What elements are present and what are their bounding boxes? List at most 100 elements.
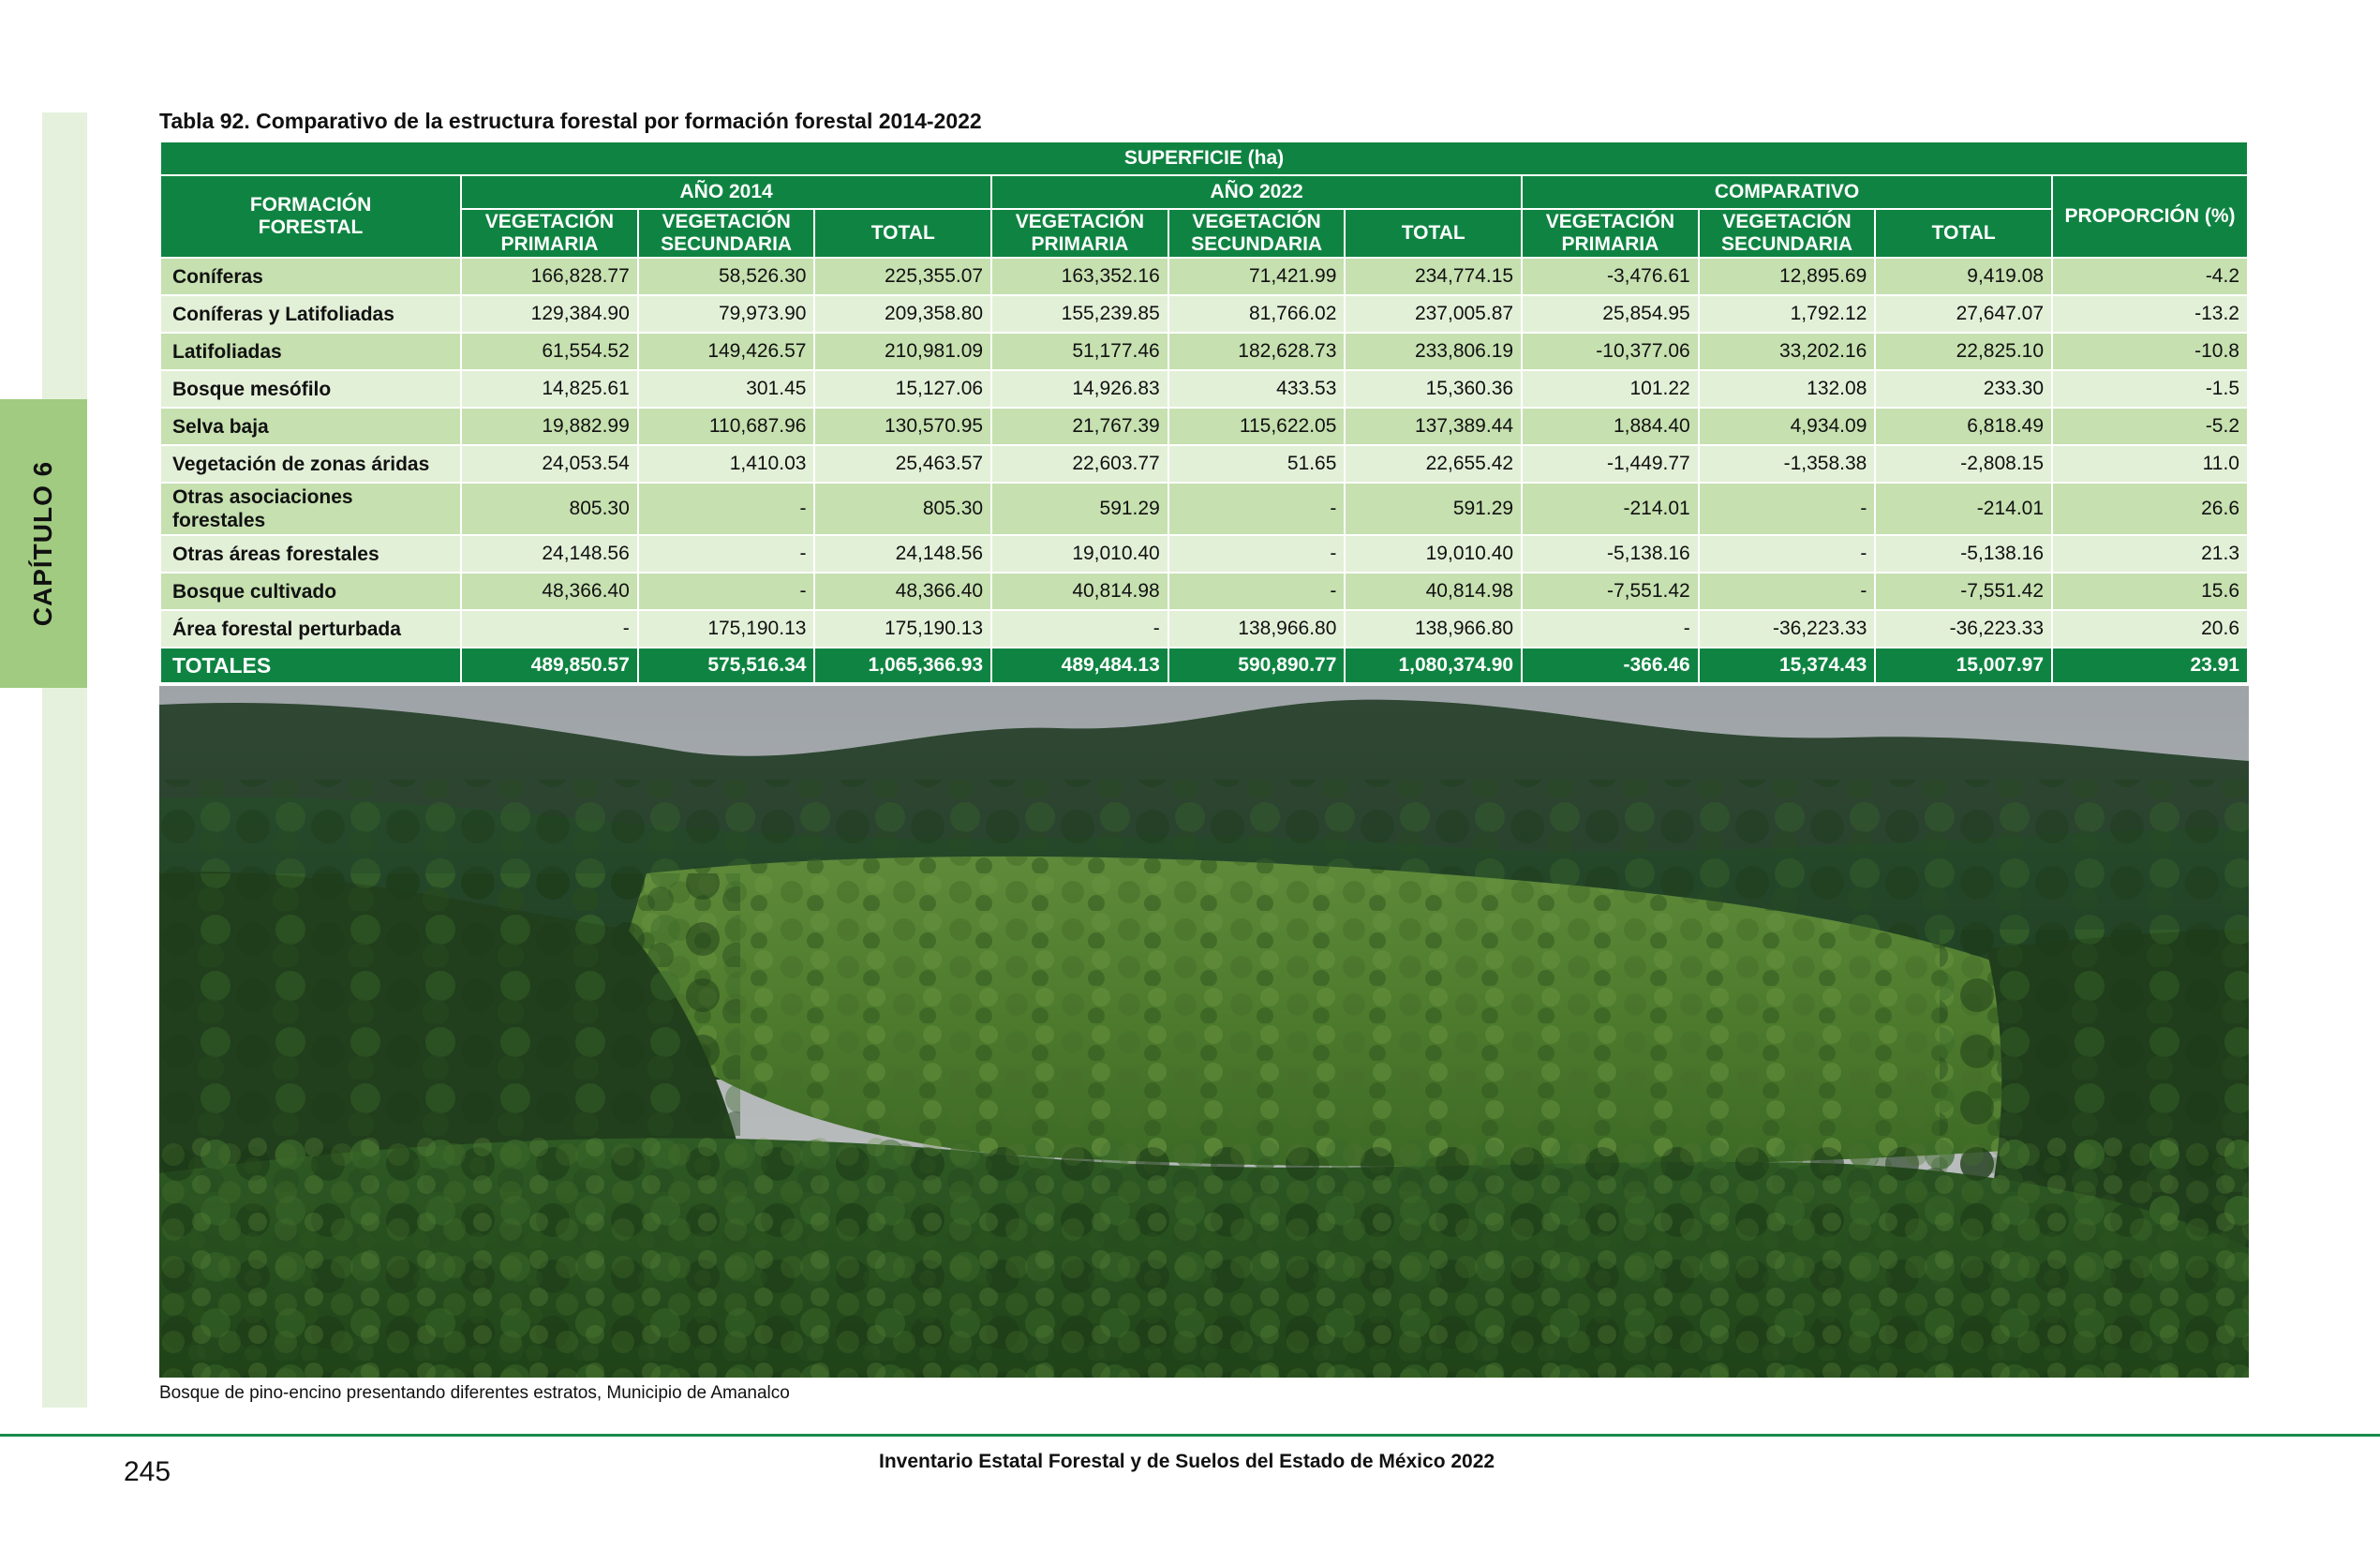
cell: -5,138.16 bbox=[1874, 534, 2054, 574]
header-text: VEGETACIÓN bbox=[1192, 211, 1321, 232]
cell: 1,884.40 bbox=[1521, 407, 1700, 446]
row-name: Bosque cultivado bbox=[158, 572, 463, 611]
cell: 40,814.98 bbox=[1344, 572, 1524, 611]
forest-structure-table: SUPERFICIE (ha) FORMACIÓN FORESTAL AÑO 2… bbox=[158, 141, 2249, 684]
cell: 237,005.87 bbox=[1344, 294, 1524, 334]
cell: - bbox=[636, 482, 816, 536]
header-text: SECUNDARIA bbox=[661, 233, 793, 255]
header-total-2014: TOTAL bbox=[813, 208, 993, 259]
cell: -36,223.33 bbox=[1697, 609, 1877, 648]
totals-label: TOTALES bbox=[158, 647, 463, 684]
cell: 20.6 bbox=[2051, 609, 2249, 648]
cell: 433.53 bbox=[1167, 369, 1346, 409]
totals-row: TOTALES 489,850.57 575,516.34 1,065,366.93… bbox=[158, 647, 2249, 684]
cell: - bbox=[1167, 572, 1346, 611]
cell: 21,767.39 bbox=[990, 407, 1169, 446]
cell: 21.3 bbox=[2051, 534, 2249, 574]
table-row: Otras asociaciones forestales 805.30-805… bbox=[158, 482, 2249, 536]
cell: 14,825.61 bbox=[460, 369, 639, 409]
chapter-sidebar bbox=[42, 112, 87, 1408]
cell: 129,384.90 bbox=[460, 294, 639, 334]
cell: - bbox=[636, 572, 816, 611]
cell: 110,687.96 bbox=[636, 407, 816, 446]
row-name-line2: forestales bbox=[172, 510, 266, 531]
header-anio-2022: AÑO 2022 bbox=[990, 174, 1524, 210]
header-text: PRIMARIA bbox=[500, 233, 599, 255]
cell: 27,647.07 bbox=[1874, 294, 2054, 334]
cell: -1,449.77 bbox=[1521, 444, 1700, 484]
cell: - bbox=[1521, 609, 1700, 648]
cell: 137,389.44 bbox=[1344, 407, 1524, 446]
header-total-comp: TOTAL bbox=[1874, 208, 2054, 259]
cell: -3,476.61 bbox=[1521, 257, 1700, 296]
cell: 24,053.54 bbox=[460, 444, 639, 484]
cell: 71,421.99 bbox=[1167, 257, 1346, 296]
header-formacion-line2: FORESTAL bbox=[258, 216, 364, 238]
header-text: SECUNDARIA bbox=[1191, 233, 1323, 255]
cell: - bbox=[1167, 482, 1346, 536]
total-cell: -366.46 bbox=[1521, 647, 1700, 684]
cell: 1,792.12 bbox=[1697, 294, 1877, 334]
total-cell: 575,516.34 bbox=[636, 647, 816, 684]
footer-divider bbox=[0, 1434, 2380, 1437]
table-row: Latifoliadas 61,554.52 149,426.57 210,981.… bbox=[158, 332, 2249, 371]
header-anio-2014: AÑO 2014 bbox=[460, 174, 993, 210]
cell: 19,010.40 bbox=[1344, 534, 1524, 574]
cell: 175,190.13 bbox=[813, 609, 993, 648]
header-superficie: SUPERFICIE (ha) bbox=[159, 141, 2249, 176]
cell: 138,966.80 bbox=[1344, 609, 1524, 648]
cell: 130,570.95 bbox=[813, 407, 993, 446]
header-veg-primaria-2014: VEGETACIÓN PRIMARIA bbox=[460, 208, 639, 259]
cell: -5,138.16 bbox=[1521, 534, 1700, 574]
row-name: Latifoliadas bbox=[158, 332, 463, 371]
cell: - bbox=[636, 534, 816, 574]
cell: 12,895.69 bbox=[1697, 257, 1877, 296]
cell: 14,926.83 bbox=[990, 369, 1169, 409]
cell: 591.29 bbox=[1344, 482, 1524, 536]
cell: 805.30 bbox=[460, 482, 639, 536]
cell: 132.08 bbox=[1697, 369, 1877, 409]
header-veg-secundaria-2022: VEGETACIÓN SECUNDARIA bbox=[1167, 208, 1346, 259]
cell: 101.22 bbox=[1521, 369, 1700, 409]
cell: 9,419.08 bbox=[1874, 257, 2054, 296]
cell: - bbox=[460, 609, 639, 648]
table-row: Bosque mesófilo 14,825.61 301.45 15,127.06… bbox=[158, 369, 2249, 409]
cell: -10,377.06 bbox=[1521, 332, 1700, 371]
cell: 25,463.57 bbox=[813, 444, 993, 484]
table-row: Otras áreas forestales 24,148.56-24,148.… bbox=[158, 534, 2249, 574]
cell: 40,814.98 bbox=[990, 572, 1169, 611]
cell: 210,981.09 bbox=[813, 332, 993, 371]
cell: 11.0 bbox=[2051, 444, 2249, 484]
cell: 233,806.19 bbox=[1344, 332, 1524, 371]
cell: 24,148.56 bbox=[813, 534, 993, 574]
cell: - bbox=[1697, 572, 1877, 611]
chapter-tab bbox=[0, 399, 87, 688]
row-name: Otras asociaciones forestales bbox=[158, 482, 463, 536]
header-text: PRIMARIA bbox=[1561, 233, 1659, 255]
footer-title: Inventario Estatal Forestal y de Suelos … bbox=[879, 1451, 1495, 1472]
table-row: Área forestal perturbada -175,190.13 175,… bbox=[158, 609, 2249, 648]
cell: 61,554.52 bbox=[460, 332, 639, 371]
cell: 163,352.16 bbox=[990, 257, 1169, 296]
cell: -36,223.33 bbox=[1874, 609, 2054, 648]
row-name: Coníferas bbox=[158, 257, 463, 296]
cell: -5.2 bbox=[2051, 407, 2249, 446]
header-text: VEGETACIÓN bbox=[484, 211, 615, 232]
cell: 25,854.95 bbox=[1521, 294, 1700, 334]
table-row: Bosque cultivado 48,366.40-48,366.40 40,8… bbox=[158, 572, 2249, 611]
cell: 805.30 bbox=[813, 482, 993, 536]
total-cell: 1,080,374.90 bbox=[1344, 647, 1524, 684]
chapter-tab-label-wrap: CAPÍTULO 6 bbox=[0, 399, 87, 688]
chapter-label: CAPÍTULO 6 bbox=[28, 460, 58, 627]
total-cell: 489,484.13 bbox=[990, 647, 1169, 684]
header-text: VEGETACIÓN bbox=[1722, 211, 1852, 232]
header-proporcion: PROPORCIÓN (%) bbox=[2051, 174, 2249, 259]
cell: -1,358.38 bbox=[1697, 444, 1877, 484]
header-text: PRIMARIA bbox=[1031, 233, 1129, 255]
cell: 48,366.40 bbox=[813, 572, 993, 611]
cell: - bbox=[1697, 534, 1877, 574]
cell: 33,202.16 bbox=[1697, 332, 1877, 371]
total-cell: 1,065,366.93 bbox=[813, 647, 993, 684]
header-veg-secundaria-2014: VEGETACIÓN SECUNDARIA bbox=[636, 208, 816, 259]
cell: 225,355.07 bbox=[813, 257, 993, 296]
